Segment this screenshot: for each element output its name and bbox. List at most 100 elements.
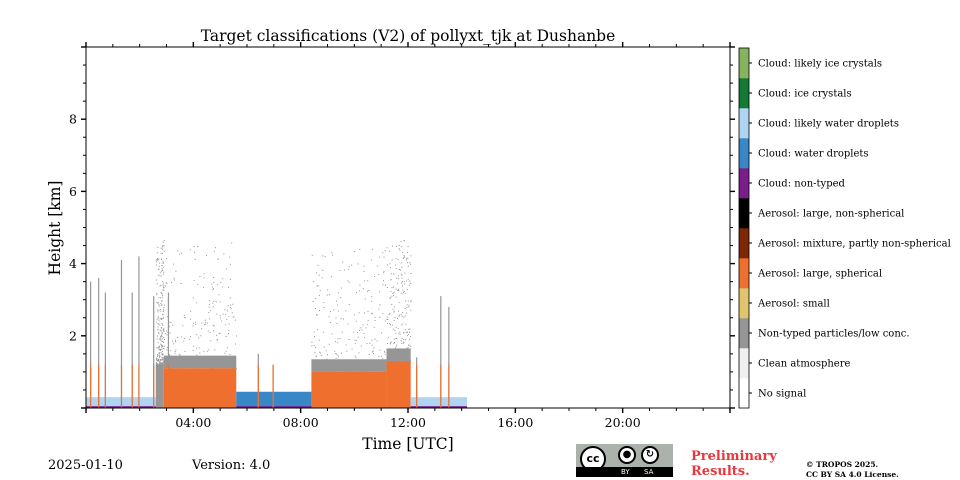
- noise-pixel: [228, 333, 229, 335]
- date-label: 2025-01-10: [48, 458, 123, 473]
- noise-pixel: [228, 286, 229, 288]
- noise-pixel: [224, 309, 226, 311]
- noise-pixel: [410, 300, 412, 302]
- noise-pixel: [208, 349, 210, 351]
- noise-pixel: [319, 351, 321, 353]
- noise-pixel: [158, 310, 160, 312]
- noise-pixel: [156, 259, 158, 261]
- noise-pixel: [216, 339, 218, 341]
- noise-pixel: [379, 256, 381, 258]
- noise-pixel: [323, 346, 325, 348]
- noise-pixel: [383, 270, 385, 272]
- noise-pixel: [215, 301, 217, 303]
- noise-pixel: [400, 324, 402, 326]
- profile-streak: [98, 278, 100, 408]
- noise-pixel: [157, 355, 158, 357]
- noise-pixel: [179, 253, 181, 255]
- noise-pixel: [168, 355, 170, 357]
- noise-pixel: [158, 305, 160, 307]
- noise-pixel: [193, 345, 195, 347]
- noise-pixel: [162, 281, 164, 283]
- noise-pixel: [192, 349, 194, 351]
- noise-pixel: [235, 368, 237, 370]
- noise-pixel: [200, 335, 202, 337]
- noise-pixel: [327, 289, 329, 291]
- noise-pixel: [337, 310, 339, 312]
- noise-pixel: [404, 308, 406, 310]
- noise-pixel: [230, 304, 232, 306]
- noise-pixel: [208, 312, 210, 314]
- noise-pixel: [158, 360, 160, 362]
- noise-pixel: [311, 341, 313, 343]
- noise-pixel: [316, 314, 318, 316]
- noise-pixel: [160, 310, 162, 312]
- colorbar-swatch: [739, 78, 749, 109]
- noise-pixel: [229, 278, 231, 280]
- sa-label: SA: [644, 468, 654, 476]
- noise-pixel: [155, 264, 157, 266]
- noise-pixel: [396, 245, 398, 247]
- noise-pixel: [162, 361, 164, 363]
- noise-pixel: [163, 240, 165, 241]
- noise-pixel: [192, 325, 194, 327]
- noise-pixel: [181, 252, 183, 254]
- noise-pixel: [158, 318, 160, 320]
- noise-pixel: [406, 304, 408, 306]
- noise-pixel: [160, 326, 162, 328]
- axes: 04:00 08:00 12:00 16:00 20:00 2 4 6 8: [69, 42, 735, 430]
- noise-pixel: [159, 309, 161, 310]
- noise-pixel: [216, 334, 218, 336]
- profile-streak-core: [448, 364, 450, 408]
- noise-pixel: [163, 245, 165, 247]
- noise-pixel: [159, 355, 161, 357]
- noise-pixel: [402, 341, 404, 343]
- noise-pixel: [382, 284, 384, 286]
- noise-pixel: [355, 320, 357, 322]
- noise-pixel: [172, 324, 174, 326]
- noise-pixel: [401, 266, 403, 268]
- noise-pixel: [158, 259, 160, 261]
- noise-pixel: [390, 324, 391, 326]
- noise-pixel: [408, 344, 410, 346]
- noise-pixel: [158, 333, 160, 335]
- noise-pixel: [347, 323, 349, 325]
- noise-pixel: [388, 314, 390, 315]
- noise-pixel: [183, 340, 185, 342]
- noise-pixel: [159, 275, 161, 277]
- noise-pixel: [324, 256, 326, 257]
- noise-pixel: [159, 262, 160, 264]
- colorbar-label: Cloud: likely ice crystals: [758, 59, 882, 70]
- noise-pixel: [203, 273, 205, 275]
- noise-pixel: [318, 339, 320, 341]
- noise-pixel: [162, 363, 164, 365]
- noise-pixel: [330, 276, 332, 278]
- noise-pixel: [339, 338, 341, 340]
- noise-pixel: [323, 307, 325, 308]
- noise-pixel: [405, 323, 407, 325]
- noise-pixel: [366, 342, 368, 344]
- noise-pixel: [397, 290, 399, 292]
- noise-pixel: [391, 259, 393, 261]
- profile-streak: [90, 281, 92, 408]
- profile-streak-core: [138, 364, 140, 408]
- colorbar-swatch: [739, 228, 749, 259]
- noise-pixel: [347, 280, 349, 282]
- noise-pixel: [382, 252, 384, 254]
- noise-pixel: [160, 363, 162, 365]
- noise-pixel: [160, 259, 162, 260]
- noise-pixel: [354, 339, 356, 341]
- noise-pixel: [161, 351, 163, 353]
- noise-pixel: [228, 316, 230, 317]
- noise-pixel: [403, 281, 405, 283]
- noise-pixel: [405, 339, 407, 341]
- noise-pixel: [208, 306, 210, 308]
- noise-pixel: [406, 288, 408, 290]
- x-axis-label: Time [UTC]: [362, 435, 453, 453]
- noise-pixel: [408, 328, 410, 330]
- colorbar-label: Cloud: likely water droplets: [758, 119, 899, 130]
- noise-pixel: [378, 355, 380, 357]
- noise-pixel: [175, 349, 177, 351]
- noise-pixel: [363, 270, 365, 272]
- noise-pixel: [408, 304, 410, 306]
- colorbar-swatch: [739, 378, 749, 409]
